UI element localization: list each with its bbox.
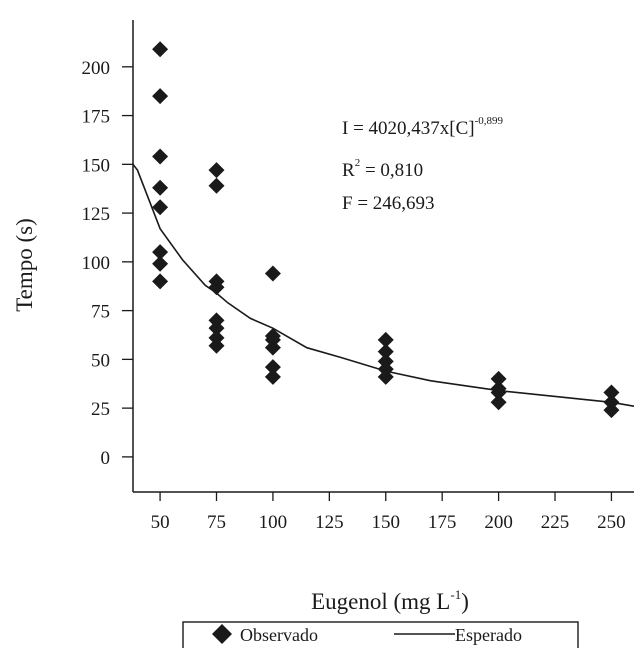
- x-tick-label: 200: [484, 512, 513, 533]
- x-tick-label: 100: [259, 512, 288, 533]
- y-tick-label: 0: [101, 448, 111, 469]
- x-tick-label: 175: [428, 512, 457, 533]
- y-tick-label: 175: [82, 107, 111, 128]
- expected-curve: [132, 163, 634, 407]
- observed-point: [208, 177, 225, 194]
- x-tick-label: 150: [372, 512, 401, 533]
- y-tick-label: 150: [82, 155, 111, 176]
- y-axis: 0 25 50 75 100 125 150 175 200: [82, 58, 133, 469]
- x-tick-label: 50: [151, 512, 170, 533]
- observed-point: [208, 320, 225, 337]
- x-tick-label: 250: [597, 512, 626, 533]
- observed-point: [208, 162, 225, 179]
- observed-point: [377, 343, 394, 360]
- y-tick-label: 125: [82, 204, 111, 225]
- r-squared-annotation: R2 = 0,810: [342, 157, 423, 181]
- legend-box: [182, 621, 579, 648]
- observed-point: [152, 273, 169, 290]
- x-tick-label: 125: [315, 512, 344, 533]
- legend-diamond-marker: [212, 624, 232, 644]
- observed-point: [208, 279, 225, 296]
- y-tick-label: 50: [91, 350, 110, 371]
- y-tick-label: 100: [82, 253, 111, 274]
- observed-point: [152, 88, 169, 105]
- observed-point: [264, 368, 281, 385]
- y-tick-label: 75: [91, 302, 110, 323]
- observed-point: [377, 331, 394, 348]
- equation-annotation: I = 4020,437x[C]-0,899: [342, 115, 504, 139]
- y-tick-label: 200: [82, 58, 111, 79]
- y-axis-title: Tempo (s): [12, 218, 37, 312]
- observed-point: [152, 255, 169, 272]
- observed-point: [152, 41, 169, 58]
- annotations: I = 4020,437x[C]-0,899 R2 = 0,810 F = 24…: [342, 115, 504, 214]
- legend-observed-label: Observado: [240, 625, 318, 645]
- observed-point: [603, 402, 620, 419]
- observed-point: [152, 148, 169, 165]
- x-axis-title: Eugenol (mg L-1): [311, 587, 469, 614]
- observed-point: [490, 370, 507, 387]
- legend-expected-label: Esperado: [455, 625, 522, 645]
- observed-point: [377, 368, 394, 385]
- x-tick-label: 75: [207, 512, 226, 533]
- observed-point: [490, 384, 507, 401]
- observed-point: [264, 265, 281, 282]
- x-axis: 50 75 100 125 150 175 200 225 250: [151, 492, 626, 533]
- observed-point: [208, 337, 225, 354]
- observed-point: [152, 244, 169, 261]
- y-tick-label: 25: [91, 399, 110, 420]
- observed-point: [603, 384, 620, 401]
- plot-frame: [132, 20, 634, 493]
- observed-point: [490, 394, 507, 411]
- legend: Observado Esperado: [182, 621, 579, 648]
- observed-points: [152, 41, 620, 419]
- x-tick-label: 225: [541, 512, 570, 533]
- observed-point: [152, 179, 169, 196]
- observed-point: [152, 199, 169, 216]
- observed-point: [264, 359, 281, 376]
- observed-point: [264, 339, 281, 356]
- f-statistic-annotation: F = 246,693: [342, 193, 435, 214]
- expected-curve-line: [132, 163, 634, 407]
